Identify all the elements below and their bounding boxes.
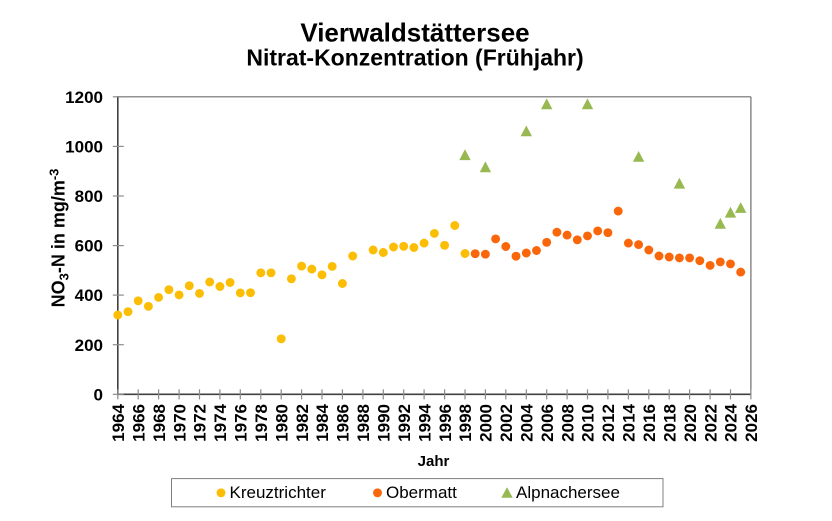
svg-text:NO3-N in mg/m-3: NO3-N in mg/m-3 — [47, 169, 72, 308]
svg-text:1994: 1994 — [415, 403, 434, 441]
svg-text:Jahr: Jahr — [418, 453, 450, 470]
svg-text:1982: 1982 — [293, 404, 312, 442]
svg-text:200: 200 — [75, 336, 103, 355]
svg-text:2012: 2012 — [599, 404, 618, 442]
svg-text:1986: 1986 — [334, 404, 353, 442]
svg-text:1992: 1992 — [395, 404, 414, 442]
svg-text:2006: 2006 — [538, 404, 557, 442]
svg-text:1972: 1972 — [191, 404, 210, 442]
svg-text:Alpnachersee: Alpnachersee — [516, 483, 620, 502]
svg-text:400: 400 — [75, 286, 103, 305]
svg-text:1974: 1974 — [211, 403, 230, 441]
svg-text:1996: 1996 — [436, 404, 455, 442]
svg-text:Nitrat-Konzentration (Frühjahr: Nitrat-Konzentration (Frühjahr) — [246, 45, 583, 71]
svg-text:1990: 1990 — [375, 404, 394, 442]
svg-text:1984: 1984 — [313, 403, 332, 441]
svg-text:1978: 1978 — [252, 404, 271, 442]
svg-text:Kreuztrichter: Kreuztrichter — [230, 483, 327, 502]
svg-text:1980: 1980 — [272, 404, 291, 442]
svg-text:2026: 2026 — [742, 404, 761, 442]
svg-text:Vierwaldstättersee: Vierwaldstättersee — [300, 18, 529, 48]
svg-text:1200: 1200 — [65, 88, 103, 107]
svg-text:2010: 2010 — [579, 404, 598, 442]
svg-text:2022: 2022 — [701, 404, 720, 442]
svg-text:2014: 2014 — [620, 403, 639, 441]
svg-text:2020: 2020 — [681, 404, 700, 442]
svg-text:2004: 2004 — [518, 403, 537, 441]
svg-text:600: 600 — [75, 237, 103, 256]
svg-text:2008: 2008 — [558, 404, 577, 442]
svg-text:2000: 2000 — [477, 404, 496, 442]
svg-text:1976: 1976 — [232, 404, 251, 442]
svg-text:2024: 2024 — [722, 403, 741, 441]
svg-text:1970: 1970 — [170, 404, 189, 442]
svg-text:1968: 1968 — [150, 404, 169, 442]
svg-text:Obermatt: Obermatt — [386, 483, 457, 502]
svg-text:2018: 2018 — [660, 404, 679, 442]
svg-text:1998: 1998 — [456, 404, 475, 442]
svg-text:2002: 2002 — [497, 404, 516, 442]
svg-text:1988: 1988 — [354, 404, 373, 442]
svg-text:1000: 1000 — [65, 138, 103, 157]
svg-text:1964: 1964 — [109, 403, 128, 441]
svg-text:0: 0 — [94, 385, 103, 404]
svg-text:2016: 2016 — [640, 404, 659, 442]
svg-text:800: 800 — [75, 187, 103, 206]
svg-text:1966: 1966 — [129, 404, 148, 442]
